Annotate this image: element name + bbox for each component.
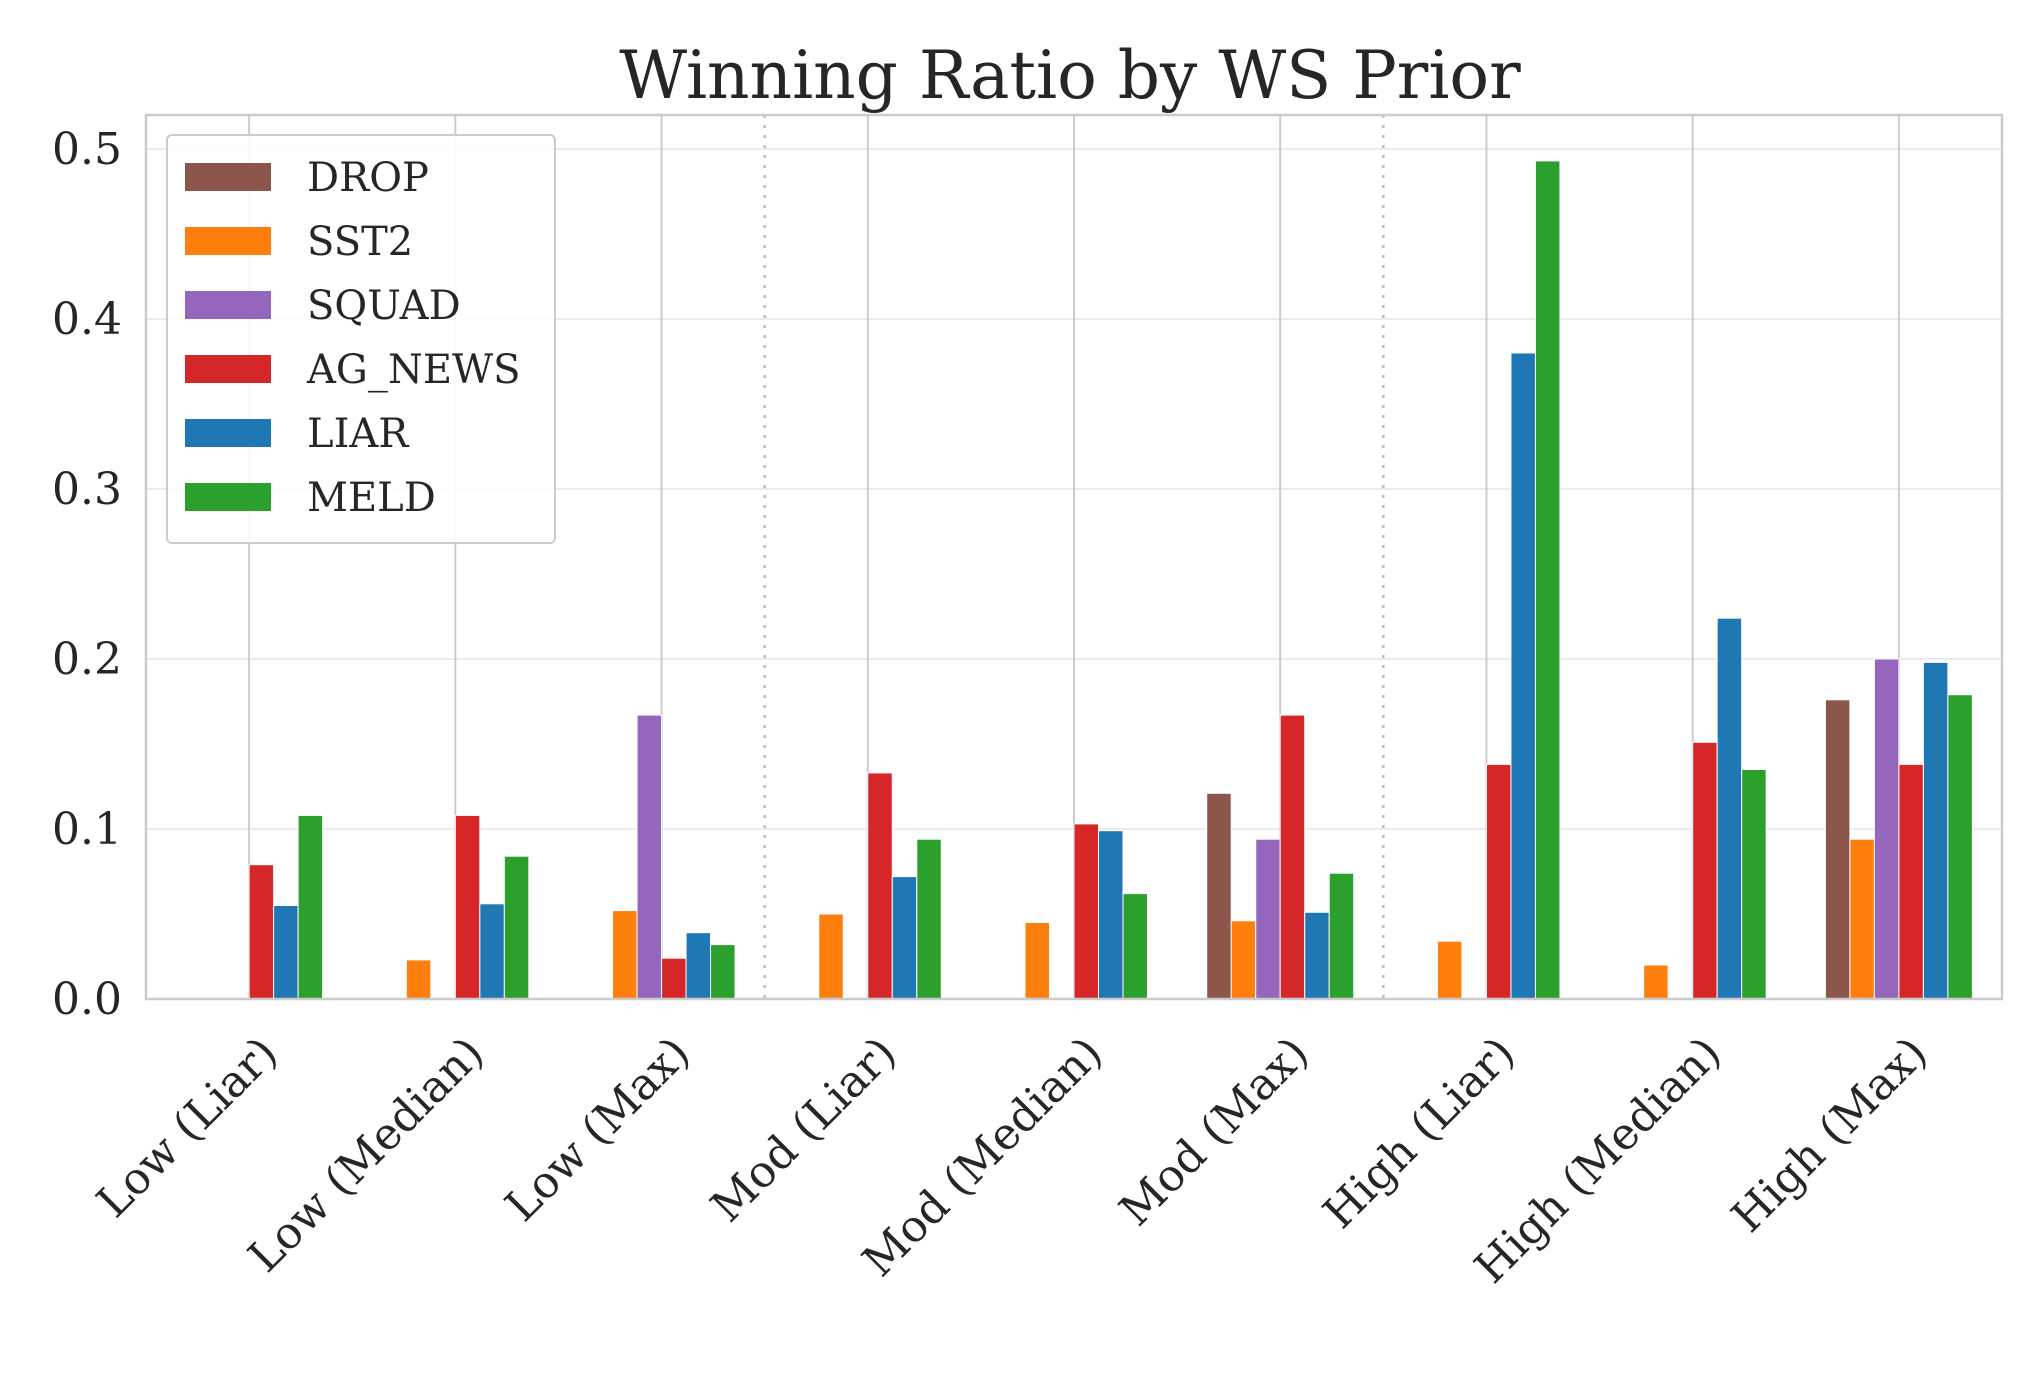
x-tick-label: Mod (Max): [1110, 1027, 1319, 1236]
x-tick-label: Low (Liar): [87, 1027, 287, 1227]
bar-meld-4: [1122, 893, 1148, 1000]
y-tick-label: 0.1: [52, 804, 122, 855]
legend-swatch-meld: [185, 483, 271, 511]
bar-ag_news-6: [1485, 763, 1512, 1000]
legend-label-drop: DROP: [307, 155, 429, 201]
group-separators: [763, 115, 1385, 999]
x-tick-label: Low (Max): [496, 1027, 700, 1231]
bar-liar-1: [479, 903, 505, 1000]
bar-squad-8: [1873, 658, 1900, 1000]
bar-meld-5: [1328, 872, 1355, 1000]
bar-squad-2: [636, 714, 663, 1000]
bar-sst2-6: [1436, 940, 1463, 1000]
bar-liar-2: [685, 932, 712, 1000]
bar-liar-0: [273, 905, 299, 1000]
bar-liar-5: [1304, 911, 1330, 1000]
bar-squad-5: [1255, 838, 1281, 1000]
bar-meld-1: [503, 855, 530, 1000]
bar-sst2-2: [612, 910, 638, 1000]
y-tick-label: 0.2: [52, 634, 122, 685]
bar-ag_news-1: [454, 814, 481, 1000]
legend: DROP SST2 SQUAD AG_NEWS LIAR MELD: [166, 134, 556, 544]
bar-ag_news-5: [1279, 714, 1306, 1000]
bar-ag_news-8: [1898, 763, 1924, 1000]
x-tick-label: High (Max): [1722, 1027, 1937, 1242]
bar-meld-7: [1741, 769, 1767, 1000]
x-tick-label: Mod (Liar): [701, 1027, 906, 1232]
y-tick-label: 0.5: [52, 124, 122, 175]
legend-label-meld: MELD: [307, 475, 436, 521]
bar-ag_news-7: [1692, 741, 1718, 1000]
y-tick-label: 0.3: [52, 464, 122, 515]
bar-meld-8: [1947, 694, 1973, 1000]
bar-meld-2: [710, 944, 736, 1000]
legend-label-squad: SQUAD: [307, 283, 461, 329]
bar-liar-3: [891, 876, 918, 1000]
bar-ag_news-4: [1073, 823, 1099, 1000]
bar-liar-4: [1098, 830, 1124, 1000]
legend-swatch-liar: [185, 419, 271, 447]
plot-frame: [144, 113, 2004, 1001]
bar-liar-6: [1510, 352, 1536, 1000]
bar-sst2-3: [818, 913, 844, 1000]
chart-title: Winning Ratio by WS Prior: [619, 37, 1521, 114]
legend-swatch-drop: [185, 163, 271, 191]
legend-swatch-ag_news: [185, 355, 271, 383]
legend-label-ag_news: AG_NEWS: [306, 347, 521, 393]
y-axis-ticks: 0.0 0.1 0.2 0.3 0.4 0.5: [52, 124, 122, 1025]
bar-liar-8: [1922, 661, 1949, 1000]
bar-sst2-4: [1024, 922, 1050, 1000]
y-tick-label: 0.4: [52, 294, 122, 345]
legend-label-sst2: SST2: [307, 219, 413, 265]
bar-sst2-1: [405, 959, 432, 1000]
legend-label-liar: LIAR: [307, 411, 410, 457]
bar-meld-3: [916, 838, 942, 1000]
bars-layer: [248, 160, 1973, 1000]
x-axis-ticks: Low (Liar)Low (Median) Low (Max) Mod (Liar…: [87, 1027, 1937, 1293]
bar-sst2-8: [1849, 838, 1875, 1000]
x-tick-label: High (Liar): [1314, 1027, 1525, 1238]
bar-meld-0: [297, 814, 324, 1000]
bar-sst2-7: [1643, 964, 1669, 1000]
legend-swatch-sst2: [185, 227, 271, 255]
bar-liar-7: [1716, 617, 1743, 1000]
bar-meld-6: [1534, 160, 1561, 1000]
bar-ag_news-2: [661, 957, 687, 1000]
bar-ag_news-0: [248, 864, 275, 1000]
bar-sst2-5: [1230, 920, 1257, 1000]
legend-swatch-squad: [185, 291, 271, 319]
bar-drop-5: [1206, 792, 1232, 1000]
bar-drop-8: [1824, 699, 1851, 1000]
y-tick-label: 0.0: [52, 974, 122, 1025]
bar-ag_news-3: [867, 772, 893, 1000]
